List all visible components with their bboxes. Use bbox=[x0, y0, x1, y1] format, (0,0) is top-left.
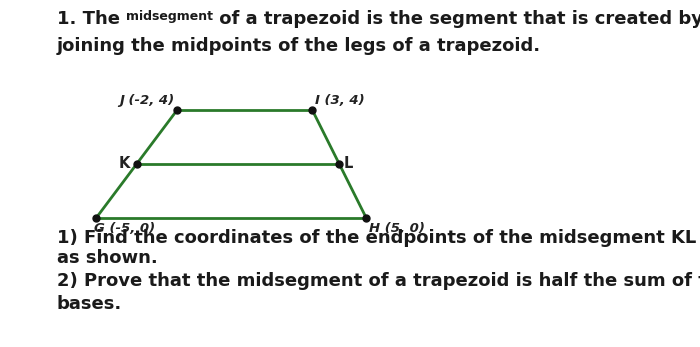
Text: G (-5, 0): G (-5, 0) bbox=[94, 222, 155, 235]
Text: H (5, 0): H (5, 0) bbox=[369, 222, 425, 235]
Text: I (3, 4): I (3, 4) bbox=[315, 93, 365, 107]
Text: 1. The: 1. The bbox=[57, 10, 126, 28]
Text: L: L bbox=[343, 156, 353, 171]
Text: 2) Prove that the midsegment of a trapezoid is half the sum of the: 2) Prove that the midsegment of a trapez… bbox=[57, 272, 700, 290]
Text: bases.: bases. bbox=[57, 295, 122, 313]
Text: of a trapezoid is the segment that is created by: of a trapezoid is the segment that is cr… bbox=[214, 10, 700, 28]
Text: K: K bbox=[119, 156, 130, 171]
Text: J (-2, 4): J (-2, 4) bbox=[120, 93, 174, 107]
Text: 1) Find the coordinates of the endpoints of the midsegment KL: 1) Find the coordinates of the endpoints… bbox=[57, 229, 697, 247]
Text: midsegment: midsegment bbox=[126, 10, 214, 23]
Text: joining the midpoints of the legs of a trapezoid.: joining the midpoints of the legs of a t… bbox=[57, 37, 541, 55]
Text: as shown.: as shown. bbox=[57, 249, 158, 267]
